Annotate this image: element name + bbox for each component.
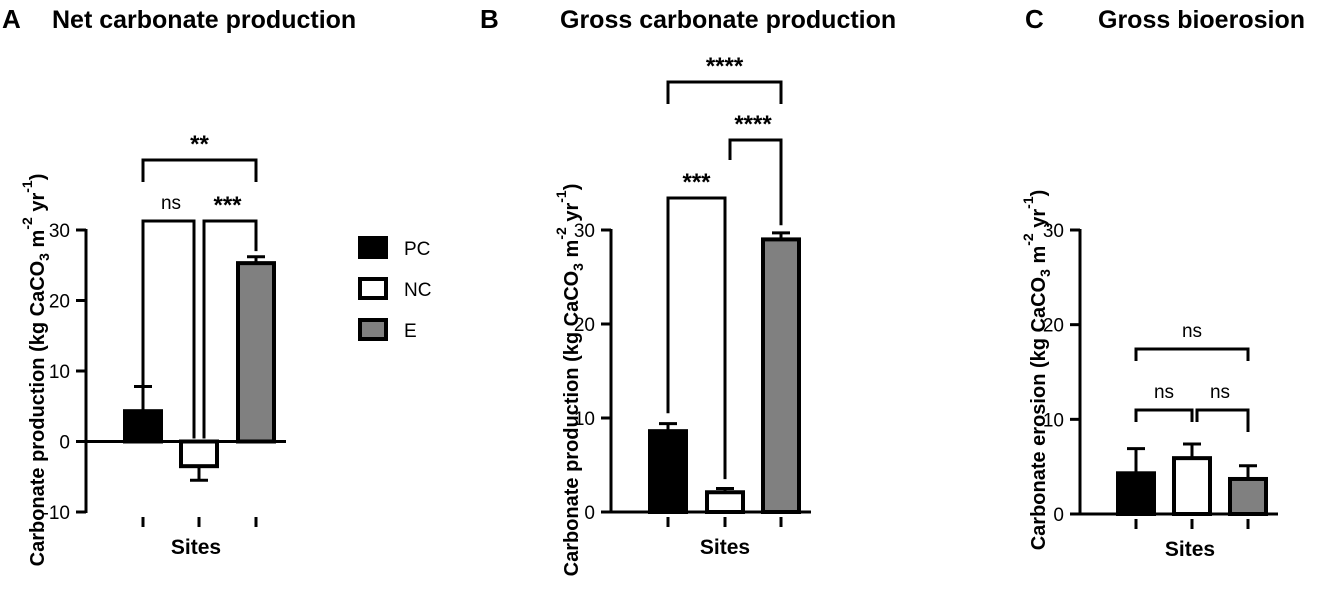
y-axis-label: Carbonate production (kg CaCO3 m-2 yr-1) [553,184,586,577]
legend-label: NC [404,280,431,301]
panel-b: B Gross carbonate production Carbonate p… [480,4,896,576]
chart-title: Gross bioerosion [1098,6,1305,34]
y-tick-label: 10 [574,409,595,430]
bar-nc [705,490,745,515]
plot-area: 0 10 20 30 ns ns ns [1043,221,1278,529]
significance-bracket [1134,408,1194,422]
panel-letter: C [1025,4,1044,34]
legend-swatch-e [358,318,388,341]
y-tick-label: 20 [1043,316,1064,337]
bar-nc [1172,456,1212,516]
significance-bracket [1195,408,1250,432]
bar-e [1228,476,1268,516]
bar-e [761,237,801,514]
significance-label: ns [161,193,181,214]
y-tick-label: 10 [49,362,70,383]
legend-label: E [404,321,417,342]
y-tick-label: 10 [1043,410,1064,431]
bar-e [236,261,276,444]
significance-label: **** [706,53,744,80]
significance-label: **** [734,111,772,138]
significance-label: ns [1154,382,1174,403]
significance-label: *** [682,169,711,196]
y-tick-label: 30 [574,221,595,242]
panel-letter: A [2,4,21,34]
chart-title: Gross carbonate production [560,6,896,34]
significance-bracket [1134,347,1250,361]
x-axis-label: Sites [171,536,221,559]
legend: PC NC E [358,236,431,342]
bar-pc [1116,471,1156,516]
significance-label: *** [213,192,242,219]
y-tick-label: 20 [574,315,595,336]
panel-letter: B [480,4,499,34]
panel-c: C Gross bioerosion Carbonate erosion (kg… [1020,4,1305,561]
y-tick-label: 0 [584,503,595,524]
significance-bracket [666,80,783,104]
chart-title: Net carbonate production [52,6,356,34]
significance-bracket [202,219,258,439]
y-tick-label: 30 [49,221,70,242]
legend-swatch-nc [358,277,388,300]
y-tick-label: 0 [1053,505,1064,526]
significance-label: ns [1210,382,1230,403]
y-tick-label: 20 [49,292,70,313]
x-axis-label: Sites [700,536,750,559]
y-axis-label: Carbonate erosion (kg CaCO3 m-2 yr-1) [1020,190,1053,551]
significance-label: ns [1182,321,1202,342]
bar-pc [648,429,688,514]
y-tick-label: -10 [43,503,70,524]
significance-bracket [141,158,258,182]
legend-swatch-pc [358,236,388,259]
significance-label: ** [190,131,209,158]
panel-a: A Net carbonate production Carbonate pro… [2,4,356,566]
significance-bracket [141,219,196,439]
significance-bracket [728,138,783,226]
y-axis-label: Carbonate production (kg CaCO3 m-2 yr-1) [19,174,52,567]
x-axis-label: Sites [1165,538,1215,561]
legend-label: PC [404,239,430,260]
bar-nc [179,439,219,469]
significance-bracket [666,196,727,480]
y-tick-label: 30 [1043,221,1064,242]
y-tick-label: 0 [59,433,70,454]
